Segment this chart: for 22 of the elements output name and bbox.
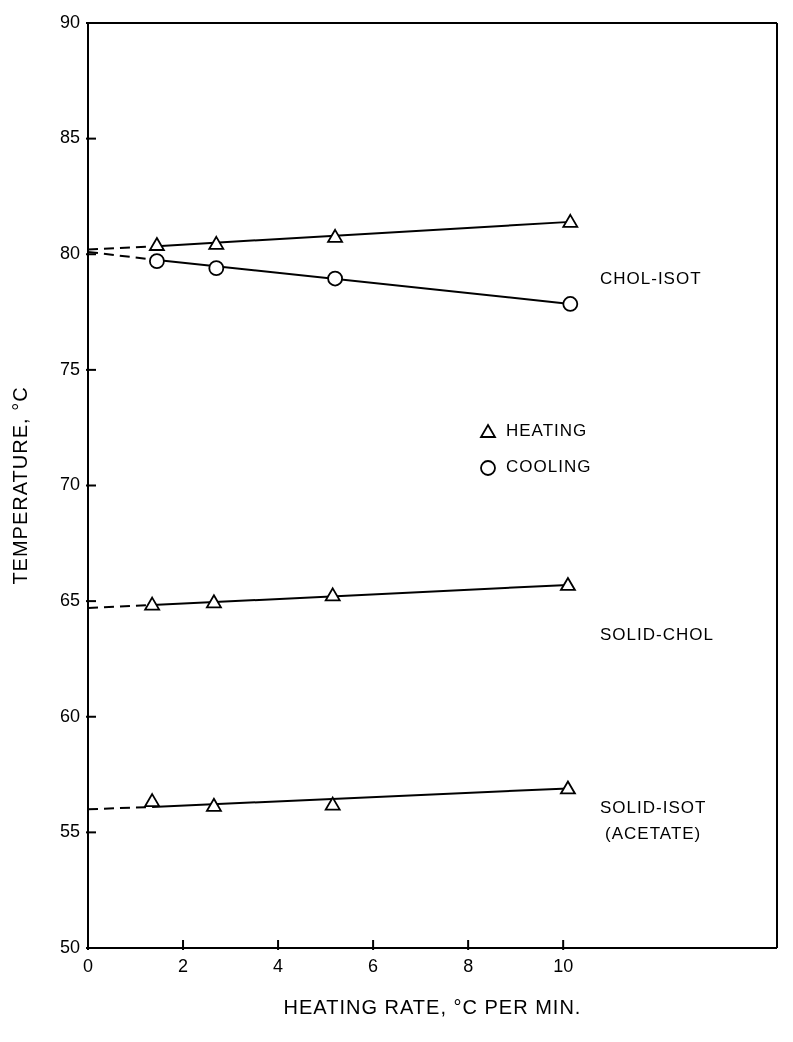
annotation: SOLID-CHOL [600,624,714,646]
x-tick-label: 2 [178,956,189,976]
y-tick-label: 85 [59,127,80,148]
legend-label: COOLING [506,457,592,477]
y-tick-label: 60 [59,705,80,726]
y-tick-label: 90 [59,11,80,32]
y-tick-label: 50 [59,936,80,957]
annotation: CHOL-ISOT [600,268,702,290]
y-tick-label: 75 [59,358,80,379]
x-tick-label: 0 [82,956,94,976]
legend-label: HEATING [506,421,588,441]
y-axis-title: TEMPERATURE, °C [9,386,32,585]
x-axis-title: HEATING RATE, °C PER MIN. [283,996,582,1018]
y-tick-label: 65 [59,589,80,610]
y-tick-label: 70 [59,474,80,495]
x-tick-label: 10 [553,956,574,976]
x-tick-label: 4 [273,956,284,976]
x-tick-label: 6 [368,956,379,976]
x-tick-label: 8 [463,956,474,976]
annotation: SOLID-ISOT (ACETATE) [600,797,707,845]
y-tick-label: 80 [59,243,80,263]
y-tick-label: 55 [59,821,80,842]
